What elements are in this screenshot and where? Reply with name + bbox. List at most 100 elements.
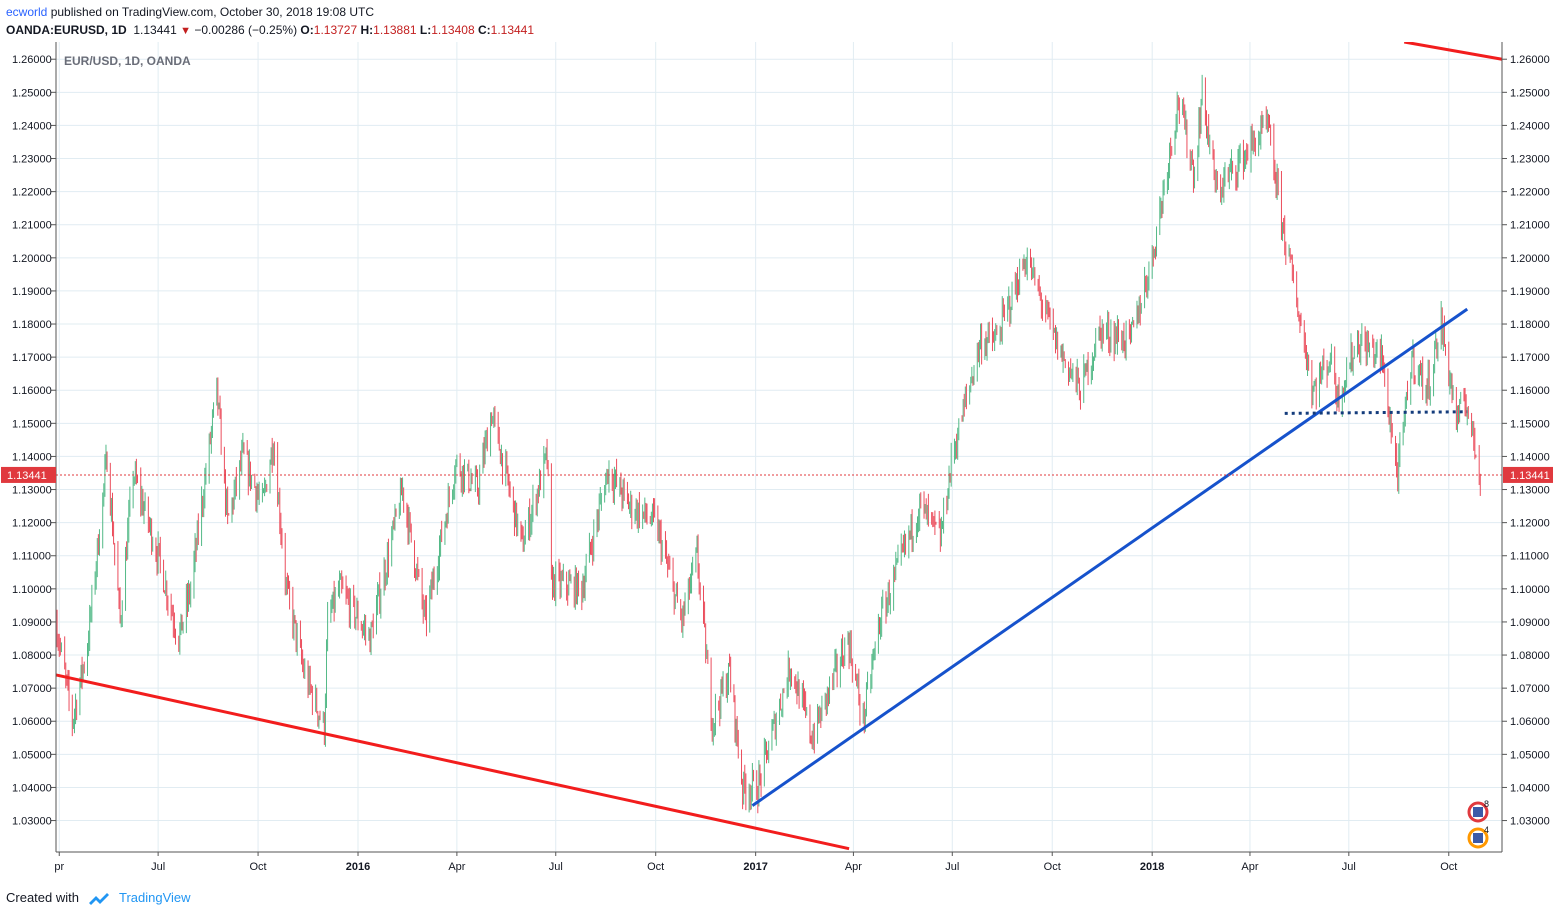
economic-events[interactable]: 84 — [1467, 799, 1489, 849]
y-tick-label-left: 1.22000 — [12, 187, 52, 199]
price-scale[interactable]: 1.26000 1.26000 1.25000 1.25000 1.24000 1.240… — [1, 54, 1553, 828]
y-tick-label-right: 1.20000 — [1510, 253, 1550, 265]
y-tick-label-left: 1.09000 — [12, 617, 52, 629]
y-tick-label-right: 1.06000 — [1510, 716, 1550, 728]
x-tick-label: Oct — [250, 861, 267, 873]
flag-icon — [1473, 807, 1483, 817]
symbol-info-bar: OANDA:EURUSD, 1D 1.13441 ▼ −0.00286 (−0.… — [6, 22, 534, 39]
y-tick-label-right: 1.14000 — [1510, 451, 1550, 463]
y-tick-label-left: 1.11000 — [12, 551, 51, 563]
y-tick-label-right: 1.08000 — [1510, 650, 1550, 662]
y-tick-label-right: 1.03000 — [1510, 816, 1550, 828]
y-tick-label-left: 1.10000 — [12, 584, 52, 596]
last-price: 1.13441 — [133, 23, 177, 37]
trendline — [55, 673, 850, 851]
x-tick-label: pr — [54, 861, 64, 873]
time-scale[interactable]: pr Jul Oct 2016 Apr Jul Oct 2017 Apr Jul Oct 2018 Ap… — [54, 852, 1457, 873]
last-price-label-left: 1.13441 — [7, 470, 47, 482]
close-label: C: — [477, 23, 491, 37]
y-tick-label-right: 1.17000 — [1510, 352, 1550, 364]
low-value: 1.13408 — [431, 23, 475, 37]
author-link[interactable]: ecworld — [6, 5, 48, 19]
trendline — [1403, 40, 1503, 61]
tradingview-logo-icon — [88, 893, 109, 905]
y-tick-label-left: 1.14000 — [12, 451, 52, 463]
y-tick-label-left: 1.19000 — [12, 286, 52, 298]
low-label: L: — [419, 23, 432, 37]
y-tick-label-right: 1.13000 — [1510, 485, 1550, 497]
footer: Created with TradingView — [6, 889, 191, 907]
open-value: 1.13727 — [313, 23, 358, 37]
down-arrow-icon: ▼ — [180, 25, 191, 37]
trendline — [1284, 410, 1468, 415]
y-tick-label-left: 1.26000 — [12, 54, 52, 66]
y-tick-label-right: 1.24000 — [1510, 120, 1550, 132]
y-tick-label-left: 1.20000 — [12, 253, 52, 265]
x-tick-label: Oct — [1440, 861, 1457, 873]
y-tick-label-right: 1.04000 — [1510, 782, 1550, 794]
y-tick-label-right: 1.16000 — [1510, 385, 1550, 397]
y-tick-label-left: 1.03000 — [12, 816, 52, 828]
x-tick-label: Jul — [1342, 861, 1356, 873]
y-tick-label-right: 1.10000 — [1510, 584, 1550, 596]
high-value: 1.13881 — [373, 23, 417, 37]
x-tick-label: Apr — [1241, 861, 1258, 873]
open-label: O: — [300, 23, 314, 37]
y-tick-label-left: 1.24000 — [12, 120, 52, 132]
y-tick-label-left: 1.17000 — [12, 352, 52, 364]
y-tick-label-left: 1.06000 — [12, 716, 52, 728]
y-tick-label-left: 1.25000 — [12, 87, 52, 99]
publish-info: ecworld published on TradingView.com, Oc… — [6, 4, 374, 20]
price-chart[interactable]: 1.26000 1.26000 1.25000 1.25000 1.24000 1.240… — [0, 40, 1560, 884]
grid — [56, 42, 1502, 852]
last-price-label-right: 1.13441 — [1510, 470, 1550, 482]
event-count: 4 — [1484, 825, 1489, 835]
symbol-name: OANDA:EURUSD, 1D — [6, 23, 127, 37]
y-tick-label-left: 1.23000 — [12, 154, 52, 166]
x-tick-label: Jul — [945, 861, 959, 873]
trendline — [751, 307, 1469, 807]
y-tick-label-left: 1.16000 — [12, 385, 52, 397]
y-tick-label-right: 1.07000 — [1510, 683, 1550, 695]
y-tick-label-left: 1.05000 — [12, 749, 52, 761]
x-tick-label: Oct — [1044, 861, 1061, 873]
x-tick-label: Jul — [549, 861, 563, 873]
y-tick-label-right: 1.05000 — [1510, 749, 1550, 761]
trendlines — [55, 40, 1503, 851]
tradingview-brand-link[interactable]: TradingView — [118, 890, 191, 905]
y-tick-label-left: 1.12000 — [12, 518, 52, 530]
y-tick-label-right: 1.21000 — [1510, 220, 1550, 232]
close-value: 1.13441 — [490, 23, 535, 37]
y-tick-label-right: 1.18000 — [1510, 319, 1550, 331]
y-tick-label-right: 1.25000 — [1510, 87, 1550, 99]
x-tick-label: Apr — [845, 861, 862, 873]
x-tick-label: Oct — [647, 861, 664, 873]
last-price-badge-right — [1503, 466, 1553, 483]
y-tick-label-right: 1.15000 — [1510, 418, 1550, 430]
y-tick-label-right: 1.09000 — [1510, 617, 1550, 629]
y-tick-label-left: 1.18000 — [12, 319, 52, 331]
price-change: −0.00286 (−0.25%) — [194, 23, 298, 37]
y-tick-label-right: 1.12000 — [1510, 518, 1550, 530]
y-tick-label-right: 1.22000 — [1510, 187, 1550, 199]
y-tick-label-left: 1.07000 — [12, 683, 52, 695]
y-tick-label-left: 1.04000 — [12, 782, 52, 794]
chart-watermark: EUR/USD, 1D, OANDA — [64, 54, 191, 68]
last-price-badge-left — [1, 466, 56, 483]
y-tick-label-left: 1.13000 — [12, 485, 52, 497]
y-tick-label-right: 1.19000 — [1510, 286, 1550, 298]
y-tick-label-left: 1.08000 — [12, 650, 52, 662]
chart-area[interactable]: 1.26000 1.26000 1.25000 1.25000 1.24000 1.240… — [0, 40, 1560, 884]
event-count: 8 — [1484, 799, 1489, 809]
axes-frame — [55, 42, 1503, 853]
y-tick-label-right: 1.11000 — [1510, 551, 1549, 563]
y-tick-label-left: 1.21000 — [12, 220, 52, 232]
x-tick-label: Apr — [448, 861, 465, 873]
y-tick-label-right: 1.23000 — [1510, 154, 1550, 166]
y-tick-label-left: 1.15000 — [12, 418, 52, 430]
x-tick-label: 2016 — [346, 861, 370, 873]
x-tick-label: 2018 — [1140, 861, 1164, 873]
created-with-label: Created with — [6, 890, 79, 905]
x-tick-label: Jul — [151, 861, 165, 873]
flag-icon — [1473, 833, 1483, 843]
